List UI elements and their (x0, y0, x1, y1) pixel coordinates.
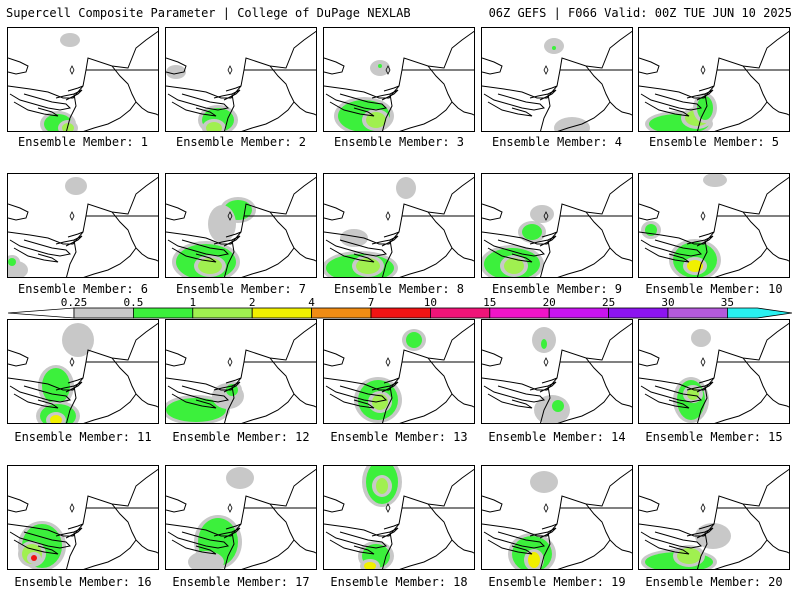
ensemble-member-label: Ensemble Member: 17 (172, 575, 310, 589)
color-scale-tick-label: 15 (483, 296, 497, 309)
ensemble-map-panel-4 (481, 27, 633, 132)
ensemble-member-label: Ensemble Member: 20 (645, 575, 783, 589)
ensemble-map-panel-20 (638, 465, 790, 570)
color-scale-tick-label: 1 (189, 296, 197, 309)
color-scale-tick-label: 0.25 (60, 296, 88, 309)
ensemble-member-label: Ensemble Member: 1 (17, 135, 149, 149)
scp-map (482, 30, 632, 131)
ensemble-member-label: Ensemble Member: 16 (14, 575, 152, 589)
ensemble-map-panel-1 (7, 27, 159, 132)
scp-map (324, 176, 474, 277)
ensemble-map-panel-12 (165, 319, 317, 424)
ensemble-member-label: Ensemble Member: 9 (491, 282, 623, 296)
scp-map (8, 176, 158, 277)
ensemble-map-panel-18 (323, 465, 475, 570)
ensemble-member-label: Ensemble Member: 4 (491, 135, 623, 149)
scp-map (8, 30, 158, 131)
scp-map (8, 322, 158, 423)
ensemble-member-label: Ensemble Member: 10 (645, 282, 783, 296)
color-scale-tick-label: 2 (248, 296, 256, 309)
ensemble-member-label: Ensemble Member: 18 (330, 575, 468, 589)
ensemble-member-label: Ensemble Member: 6 (17, 282, 149, 296)
ensemble-map-panel-7 (165, 173, 317, 278)
color-scale-tick-label: 30 (661, 296, 675, 309)
ensemble-member-label: Ensemble Member: 5 (648, 135, 780, 149)
ensemble-map-panel-6 (7, 173, 159, 278)
run-info: 06Z GEFS | F066 Valid: 00Z TUE JUN 10 20… (488, 6, 792, 20)
scp-map (639, 174, 789, 277)
color-scale-tick-label: 25 (601, 296, 616, 309)
ensemble-map-panel-19 (481, 465, 633, 570)
map-title: Supercell Composite Parameter | College … (6, 6, 411, 20)
ensemble-map-panel-17 (165, 465, 317, 570)
scp-map (482, 468, 632, 569)
ensemble-member-label: Ensemble Member: 2 (175, 135, 307, 149)
ensemble-map-panel-14 (481, 319, 633, 424)
ensemble-member-label: Ensemble Member: 15 (645, 430, 783, 444)
ensemble-map-panel-11 (7, 319, 159, 424)
color-scale-tick-label: 35 (720, 296, 735, 309)
ensemble-map-panel-13 (323, 319, 475, 424)
ensemble-map-panel-8 (323, 173, 475, 278)
ensemble-map-panel-16 (7, 465, 159, 570)
ensemble-member-label: Ensemble Member: 8 (333, 282, 465, 296)
ensemble-map-panel-5 (638, 27, 790, 132)
scp-map (639, 468, 789, 569)
color-scale-tick-label: 4 (308, 296, 315, 309)
ensemble-map-panel-9 (481, 173, 633, 278)
color-scale-tick-label: 0.5 (123, 296, 144, 309)
ensemble-member-label: Ensemble Member: 14 (488, 430, 626, 444)
color-scale-tick-label: 7 (367, 296, 375, 309)
ensemble-map-panel-2 (165, 27, 317, 132)
ensemble-member-label: Ensemble Member: 3 (333, 135, 465, 149)
scp-map (639, 30, 789, 131)
scp-map (324, 322, 474, 423)
scp-map (166, 30, 316, 131)
ensemble-member-label: Ensemble Member: 12 (172, 430, 310, 444)
ensemble-map-panel-10 (638, 173, 790, 278)
scp-map (324, 30, 474, 131)
scp-map (166, 467, 316, 569)
scp-map (639, 322, 789, 423)
ensemble-member-label: Ensemble Member: 7 (175, 282, 307, 296)
scp-map (8, 468, 158, 569)
color-scale-bar (8, 307, 792, 319)
color-scale-tick-label: 20 (542, 296, 556, 309)
color-scale-tick-label: 10 (423, 296, 438, 309)
ensemble-member-label: Ensemble Member: 11 (14, 430, 152, 444)
scp-map (166, 322, 316, 423)
ensemble-map-panel-3 (323, 27, 475, 132)
scp-map (166, 176, 316, 277)
scp-map (482, 322, 632, 423)
scp-map (324, 466, 474, 569)
ensemble-map-panel-15 (638, 319, 790, 424)
ensemble-member-label: Ensemble Member: 13 (330, 430, 468, 444)
scp-map (482, 176, 632, 277)
ensemble-member-label: Ensemble Member: 19 (488, 575, 626, 589)
